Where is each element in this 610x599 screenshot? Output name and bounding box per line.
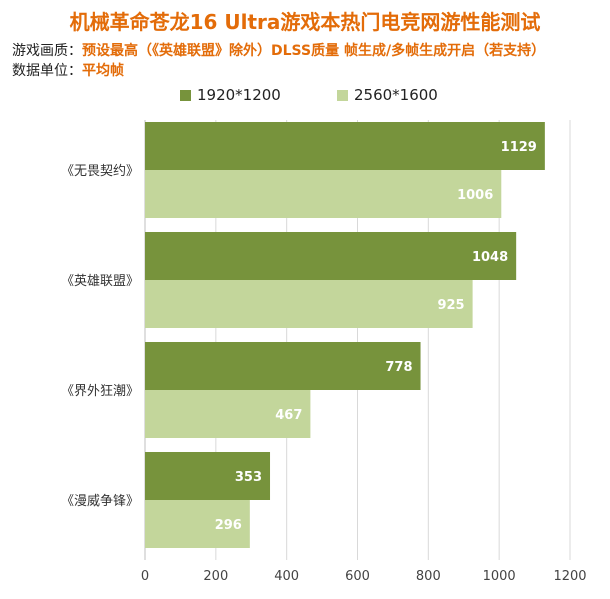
- settings-line: 游戏画质：预设最高（《英雄联盟》除外）DLSS质量 帧生成/多帧生成开启（若支持…: [12, 40, 545, 60]
- legend-label-series-1: 1920*1200: [197, 86, 281, 104]
- bar-3-series-2: [145, 390, 311, 438]
- settings-value: 预设最高（《英雄联盟》除外）DLSS质量 帧生成/多帧生成开启（若支持）: [82, 43, 546, 59]
- bar-4-series-1: [145, 452, 271, 500]
- bar-2-series-1: [145, 232, 517, 280]
- category-label-3: 《界外狂潮》: [61, 384, 139, 399]
- category-label-2: 《英雄联盟》: [61, 274, 139, 289]
- x-tick-label-800: 800: [416, 569, 441, 584]
- legend-item-series-1: 1920*1200: [180, 86, 281, 104]
- unit-value: 平均帧: [82, 63, 124, 79]
- category-label-4: 《漫威争锋》: [61, 494, 139, 509]
- unit-line: 数据单位：平均帧: [12, 60, 124, 80]
- data-label-3-series-2: 467: [275, 408, 302, 423]
- data-label-1-series-2: 1006: [457, 188, 493, 203]
- legend: 1920*1200 2560*1600: [0, 86, 610, 108]
- chart-title: 机械革命苍龙16 Ultra游戏本热门电竞网游性能测试: [69, 10, 541, 34]
- x-tick-label-400: 400: [274, 569, 299, 584]
- x-tick-label-0: 0: [141, 569, 149, 584]
- data-label-1-series-1: 1129: [501, 140, 537, 155]
- x-tick-label-600: 600: [345, 569, 370, 584]
- data-label-3-series-1: 778: [385, 360, 412, 375]
- legend-swatch-series-1: [180, 89, 191, 101]
- data-label-2-series-1: 1048: [472, 250, 508, 265]
- category-label-1: 《无畏契约》: [61, 164, 139, 179]
- bar-3-series-1: [145, 342, 421, 390]
- data-label-4-series-1: 353: [235, 470, 262, 485]
- x-tick-label-200: 200: [203, 569, 228, 584]
- settings-label: 游戏画质：: [12, 43, 82, 59]
- bar-4-series-2: [145, 500, 250, 548]
- x-tick-label-1200: 1200: [553, 569, 586, 584]
- legend-item-series-2: 2560*1600: [337, 86, 438, 104]
- bar-2-series-2: [145, 280, 473, 328]
- legend-label-series-2: 2560*1600: [354, 86, 438, 104]
- unit-label: 数据单位：: [12, 63, 82, 79]
- data-label-2-series-2: 925: [437, 298, 464, 313]
- bar-1-series-2: [145, 170, 502, 218]
- bar-1-series-1: [145, 122, 545, 170]
- x-tick-label-1000: 1000: [483, 569, 516, 584]
- data-label-4-series-2: 296: [215, 518, 242, 533]
- legend-swatch-series-2: [337, 89, 348, 101]
